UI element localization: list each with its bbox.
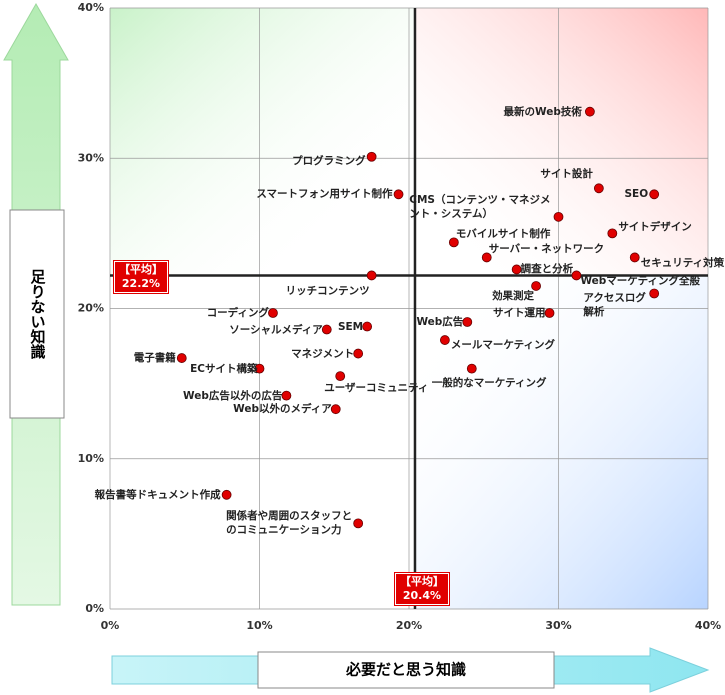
point: [366, 270, 377, 281]
point-label: 電子書籍: [133, 352, 176, 365]
y-tick-label: 0%: [85, 602, 104, 615]
y-tick-label: 30%: [78, 151, 104, 164]
point: [649, 288, 660, 299]
point: [321, 324, 332, 335]
point: [268, 308, 278, 318]
point: [607, 228, 618, 239]
average-label: 22.2%: [121, 277, 161, 291]
point: [544, 308, 555, 318]
point: [553, 211, 564, 222]
point-label: プログラミング: [292, 154, 366, 167]
point-label: 効果測定: [492, 289, 535, 302]
point: [176, 353, 187, 363]
point: [439, 335, 450, 345]
point-label: アクセスログ解析: [583, 292, 646, 319]
point-label: スマートフォン用サイト制作: [256, 188, 393, 201]
average-title: 【平均】: [399, 575, 444, 588]
point-label: Web広告以外の広告: [183, 389, 283, 402]
average-label: 20.4%: [402, 589, 442, 602]
point-label: サイト運用: [493, 307, 546, 319]
point: [649, 189, 660, 200]
point: [584, 106, 595, 117]
point-label: コーディング: [206, 307, 269, 319]
y-tick-label: 40%: [78, 1, 104, 14]
point-label: 関係者や周囲のスタッフと のコミュニケーション力: [226, 510, 353, 537]
x-tick-label: 0%: [101, 619, 120, 632]
point-label: CMS（コンテンツ・マネジメ ント・システム）: [409, 193, 551, 220]
point-label: 報告書等ドキュメント作成: [94, 488, 221, 501]
x-tick-label: 20%: [396, 619, 422, 632]
point-label: Webマーケティング全般: [580, 275, 700, 288]
point: [281, 390, 292, 401]
x-tick-label: 30%: [545, 619, 571, 632]
x-axis-label: 必要だと思う知識: [345, 661, 466, 679]
point: [221, 489, 232, 500]
quadrant-br: [414, 275, 708, 609]
point: [531, 281, 541, 291]
point-label: サーバー・ネットワーク: [488, 243, 605, 256]
point-label: ユーザーコミュニティ: [324, 382, 429, 395]
quadrant-tr: [414, 8, 708, 276]
point: [353, 518, 364, 529]
point-label: ソーシャルメディア: [229, 323, 323, 336]
x-tick-label: 10%: [246, 619, 272, 632]
point: [629, 252, 640, 263]
point-label: リッチコンテンツ: [285, 285, 370, 298]
average-y-box: 【平均】 22.2%: [113, 260, 169, 295]
point: [593, 183, 604, 194]
point: [571, 270, 582, 281]
ylabel-box: [9, 209, 65, 419]
quadrant-tl: [110, 8, 415, 276]
point: [362, 321, 373, 332]
point: [393, 189, 404, 200]
point-label: ECサイト構築: [190, 362, 258, 375]
point-label: モバイルサイト制作: [455, 228, 551, 241]
point-label: メールマーケティング: [450, 339, 556, 352]
point: [511, 264, 522, 275]
point: [366, 151, 377, 162]
point-label: マネジメント: [291, 347, 355, 360]
point-label: 最新のWeb技術: [503, 105, 582, 118]
y-tick-label: 10%: [78, 452, 104, 465]
x-tick-label: 40%: [695, 619, 721, 632]
average-x-box: 【平均】 20.4%: [393, 572, 450, 606]
point: [448, 237, 459, 248]
point: [335, 371, 346, 382]
average-title: 【平均】: [119, 263, 163, 277]
point: [330, 404, 341, 415]
point-label: Web以外のメディア: [233, 403, 332, 416]
point-label: サイト設計: [540, 168, 593, 181]
point-label: セキュリティ対策: [640, 257, 725, 270]
point-label: Web広告: [416, 316, 464, 329]
y-axis-label: 足りない知識: [29, 269, 47, 360]
point: [481, 252, 492, 263]
point: [353, 348, 364, 359]
point-label: 一般的なマーケティング: [431, 376, 547, 389]
point-label: SEO: [624, 188, 649, 201]
point-label: サイトデザイン: [618, 221, 692, 234]
y-tick-label: 20%: [78, 302, 104, 315]
point: [254, 363, 265, 374]
point: [466, 363, 477, 374]
point-label: SEM: [337, 320, 364, 333]
xlabel-box: [257, 651, 555, 689]
point-label: 調査と分析: [520, 263, 574, 276]
point: [462, 317, 473, 327]
